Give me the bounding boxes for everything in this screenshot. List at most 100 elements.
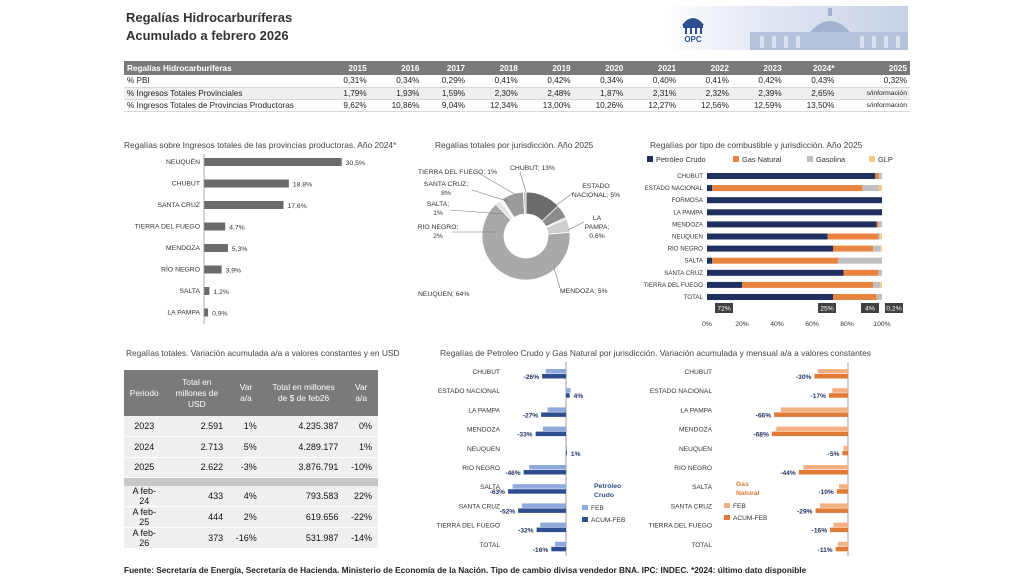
summary-cell: 0,41%	[468, 75, 521, 88]
var-category-label: TIERRA DEL FUEGO	[436, 523, 500, 530]
var-bar	[508, 489, 566, 494]
var-bar	[798, 470, 848, 475]
legend-swatch	[724, 515, 730, 520]
bar-category-label: LA PAMPA	[167, 310, 200, 317]
var-bar	[554, 541, 566, 547]
legend-swatch	[647, 156, 653, 162]
var-category-label: LA PAMPA	[680, 407, 712, 414]
stacked-bar	[876, 294, 882, 300]
stacked-bar	[742, 281, 874, 288]
usd-row: 2025 2.622 -3% 3.876.791 -10%	[124, 457, 378, 478]
usd-cell: 5%	[229, 436, 263, 458]
stacked-bar	[707, 245, 833, 252]
var-bar	[836, 489, 848, 494]
var-value-label: 1%	[571, 451, 581, 458]
leader-line	[449, 209, 505, 215]
legend-swatch	[582, 517, 588, 522]
usd-cell: A feb-25	[124, 506, 165, 528]
summary-cell: 1,79%	[324, 87, 370, 100]
var-bar	[521, 503, 566, 508]
usd-cell: 531.987	[262, 527, 345, 549]
slice-label: NACIONAL; 5%	[572, 192, 620, 199]
stacked-bar	[707, 281, 742, 288]
slice-label: 2%	[433, 233, 443, 240]
var-category-label: ESTADO NACIONAL	[438, 388, 500, 395]
usd-cell: 22%	[344, 485, 378, 507]
usd-cell: -22%	[344, 506, 378, 528]
slice-label: CHUBUT; 13%	[510, 165, 555, 172]
summary-cell: % PBI	[124, 75, 324, 88]
var-value-label: -16%	[812, 528, 828, 535]
legend-label: FEB	[733, 503, 746, 510]
summary-cell: 9,62%	[324, 99, 370, 112]
usd-cell: 2025	[124, 457, 165, 478]
stack-category-label: LA PAMPA	[673, 209, 704, 216]
bar	[204, 158, 342, 166]
slice-label: ESTADO	[582, 183, 609, 190]
var-bar	[523, 470, 566, 475]
legend-label: Petróleo Crudo	[656, 155, 706, 164]
stacked-bar	[880, 281, 882, 288]
summary-cell: 12,59%	[731, 99, 785, 112]
var-bar	[542, 374, 566, 379]
leader-line	[471, 189, 511, 203]
series-name-label: Petróleo	[594, 483, 621, 490]
stacked-bar	[707, 221, 877, 228]
bar-value-label: 1,2%	[213, 289, 229, 296]
bar-value-label: 4,7%	[229, 225, 245, 232]
var-bar	[815, 508, 848, 513]
var-category-label: SANTA CRUZ	[671, 503, 712, 510]
stacked-bar	[880, 245, 882, 252]
summary-cell: 10,86%	[369, 99, 423, 112]
total-label-box	[885, 303, 903, 313]
var-value-label: -52%	[500, 508, 516, 515]
var-value-label: -26%	[524, 374, 540, 381]
var-bar	[803, 465, 848, 470]
stacked-bar	[707, 257, 713, 264]
chart3-title: Regalías por tipo de combustible y juris…	[650, 140, 863, 150]
var-category-label: LA PAMPA	[468, 407, 500, 414]
var-bar	[843, 445, 848, 451]
stack-category-label: TOTAL	[684, 294, 704, 301]
var-bar	[817, 369, 848, 374]
var-bar	[839, 484, 848, 489]
var-category-label: TOTAL	[479, 542, 500, 549]
var-bar	[771, 431, 848, 437]
var-value-label: -16%	[533, 547, 549, 554]
stacked-bar	[827, 233, 879, 240]
summary-header-cell: 2016	[369, 61, 423, 75]
usd-row: A feb-24 433 4% 793.583 22%	[124, 485, 378, 507]
var-category-label: MENDOZA	[679, 427, 713, 434]
summary-header-cell: 2015	[324, 61, 370, 75]
x-tick-label: 0%	[702, 321, 712, 328]
var-bar	[814, 374, 848, 379]
var-bar	[837, 541, 848, 547]
total-label: 4%	[865, 306, 875, 313]
usd-cell: 4.289.177	[262, 436, 345, 458]
legend-swatch	[724, 503, 730, 508]
summary-cell: 2,30%	[468, 87, 521, 100]
stack-category-label: SALTA	[684, 258, 704, 265]
summary-cell: 2,39%	[731, 87, 785, 100]
var-bar	[536, 527, 566, 533]
summary-cell: 2,48%	[520, 87, 574, 100]
x-tick-label: 60%	[805, 321, 819, 328]
opc-emblem-icon: OPC	[682, 18, 704, 44]
var-category-label: RIO NEGRO	[462, 465, 500, 472]
bar-category-label: CHUBUT	[172, 181, 200, 188]
var-category-label: CHUBUT	[473, 369, 500, 376]
bar	[204, 222, 226, 231]
summary-header-cell: 2018	[468, 61, 521, 75]
summary-cell: 0,34%	[369, 75, 423, 88]
var-bar	[833, 522, 848, 528]
bar-value-label: 5,3%	[232, 246, 248, 253]
donut-slice	[522, 191, 527, 215]
summary-cell: 12,27%	[626, 99, 680, 112]
total-label-box	[715, 303, 733, 313]
summary-cell: 0,40%	[626, 75, 680, 88]
series-name-label: Natural	[736, 490, 760, 497]
var-bar	[543, 426, 566, 432]
stacked-bar	[876, 221, 879, 228]
slice-label: TIERRA DEL FUEGO; 1%	[418, 169, 497, 176]
opc-logo: OPC	[660, 6, 908, 50]
